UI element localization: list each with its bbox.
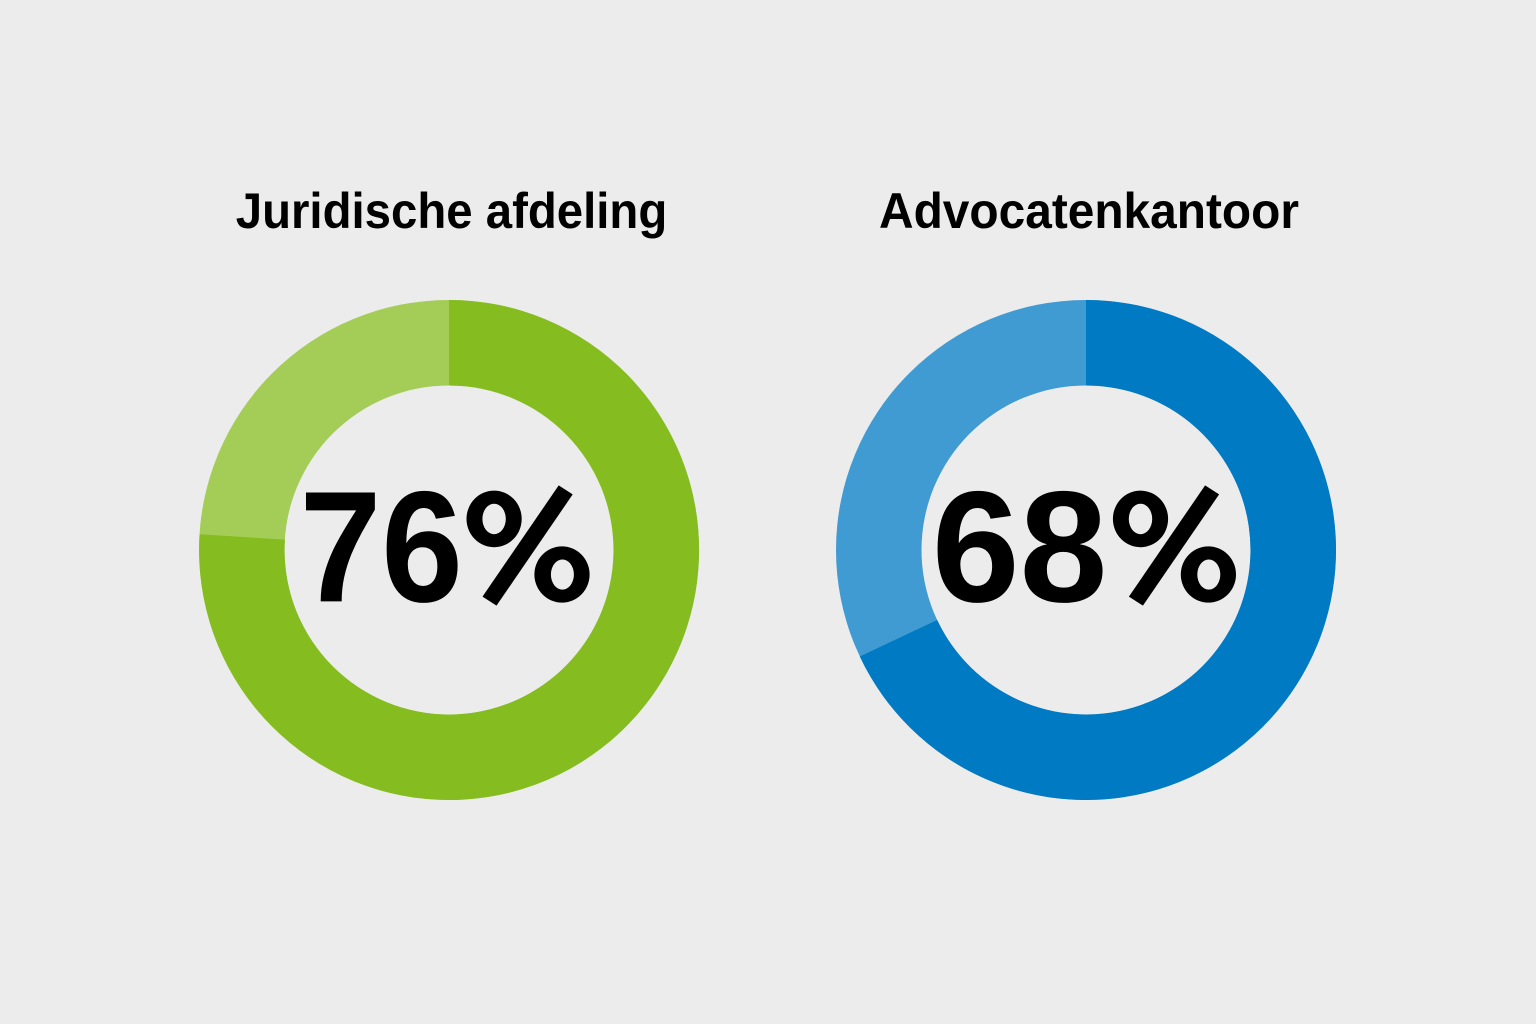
svg-text:Advocatenkantoor: Advocatenkantoor bbox=[879, 182, 1299, 239]
svg-text:68: 68 bbox=[932, 458, 1108, 635]
svg-text:76: 76 bbox=[300, 458, 463, 635]
svg-text:Juridische afdeling: Juridische afdeling bbox=[236, 182, 668, 239]
